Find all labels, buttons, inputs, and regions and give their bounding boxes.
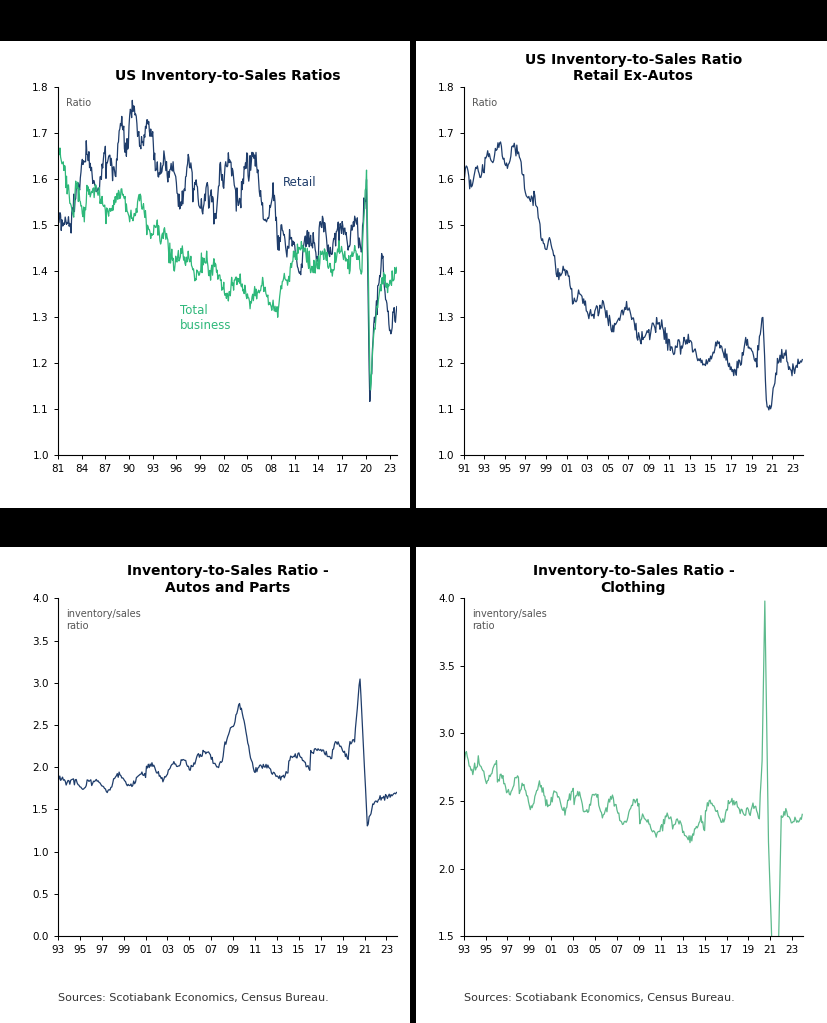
Text: Sources: Scotiabank Economics, Census Bureau.: Sources: Scotiabank Economics, Census Bu… (58, 993, 328, 1004)
Text: Sources: Scotiabank Economics, Census Bureau.: Sources: Scotiabank Economics, Census Bu… (463, 993, 734, 1004)
Text: Ratio: Ratio (471, 98, 497, 108)
Title: Inventory-to-Sales Ratio -
Clothing: Inventory-to-Sales Ratio - Clothing (532, 565, 734, 594)
Text: Sources: Scotiabank Economics, US Census Bureau.: Sources: Scotiabank Economics, US Census… (58, 510, 347, 521)
Text: Retail: Retail (283, 176, 316, 189)
Text: inventory/sales
ratio: inventory/sales ratio (471, 609, 547, 631)
Title: US Inventory-to-Sales Ratios: US Inventory-to-Sales Ratios (115, 69, 340, 83)
Title: US Inventory-to-Sales Ratio
Retail Ex-Autos: US Inventory-to-Sales Ratio Retail Ex-Au… (524, 53, 741, 83)
Text: Sources: Scotiabank Economics, US Census Bureau.: Sources: Scotiabank Economics, US Census… (463, 510, 753, 521)
Text: Total
business: Total business (180, 304, 232, 331)
Text: Ratio: Ratio (66, 98, 92, 108)
Title: Inventory-to-Sales Ratio -
Autos and Parts: Inventory-to-Sales Ratio - Autos and Par… (127, 565, 328, 594)
Text: inventory/sales
ratio: inventory/sales ratio (66, 609, 141, 631)
